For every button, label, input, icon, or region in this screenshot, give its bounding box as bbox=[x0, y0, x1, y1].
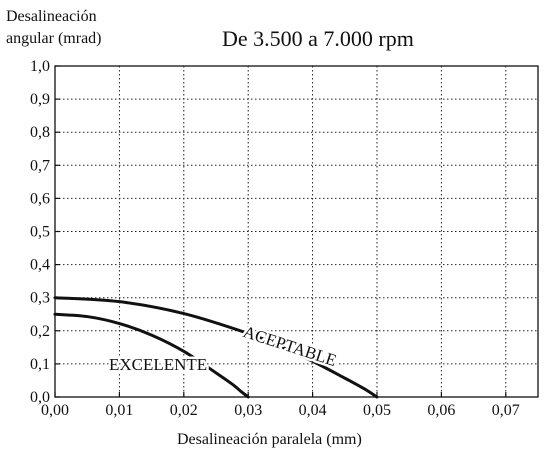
x-tick-label: 0,04 bbox=[299, 402, 327, 419]
x-tick-label: 0,03 bbox=[234, 402, 262, 419]
y-tick-label: 0,2 bbox=[30, 323, 50, 340]
y-tick-label: 0,7 bbox=[30, 157, 50, 174]
series-line-aceptable bbox=[53, 296, 379, 399]
y-tick-label: 0,5 bbox=[30, 224, 50, 241]
y-axis-label-line-2: angular (mrad) bbox=[6, 30, 102, 47]
y-axis-label: Desalineación angular (mrad) bbox=[6, 6, 102, 50]
y-tick-label: 0,8 bbox=[30, 124, 50, 141]
y-tick-label: 0,3 bbox=[30, 290, 50, 307]
x-tick-label: 0,00 bbox=[41, 402, 69, 419]
x-tick-label: 0,02 bbox=[170, 402, 198, 419]
y-axis-label-line-1: Desalineación bbox=[6, 8, 97, 25]
x-tick-label: 0,07 bbox=[492, 402, 520, 419]
x-axis-label: Desalineación paralela (mm) bbox=[177, 431, 362, 448]
y-tick-label: 0,1 bbox=[30, 356, 50, 373]
y-tick-label: 0,4 bbox=[30, 257, 50, 274]
y-tick-label: 1,0 bbox=[30, 58, 50, 75]
curve-label-excelente: EXCELENTE bbox=[109, 355, 207, 374]
chart-title: De 3.500 a 7.000 rpm bbox=[222, 26, 414, 51]
y-tick-label: 0,0 bbox=[30, 389, 50, 406]
x-tick-label: 0,05 bbox=[363, 402, 391, 419]
x-tick-label: 0,06 bbox=[427, 402, 455, 419]
series-line-excelente bbox=[53, 312, 250, 399]
y-tick-label: 0,9 bbox=[30, 91, 50, 108]
x-tick-label: 0,01 bbox=[105, 402, 133, 419]
curve-label-aceptable: ACEPTABLE bbox=[241, 322, 339, 370]
y-tick-label: 0,6 bbox=[30, 190, 50, 207]
